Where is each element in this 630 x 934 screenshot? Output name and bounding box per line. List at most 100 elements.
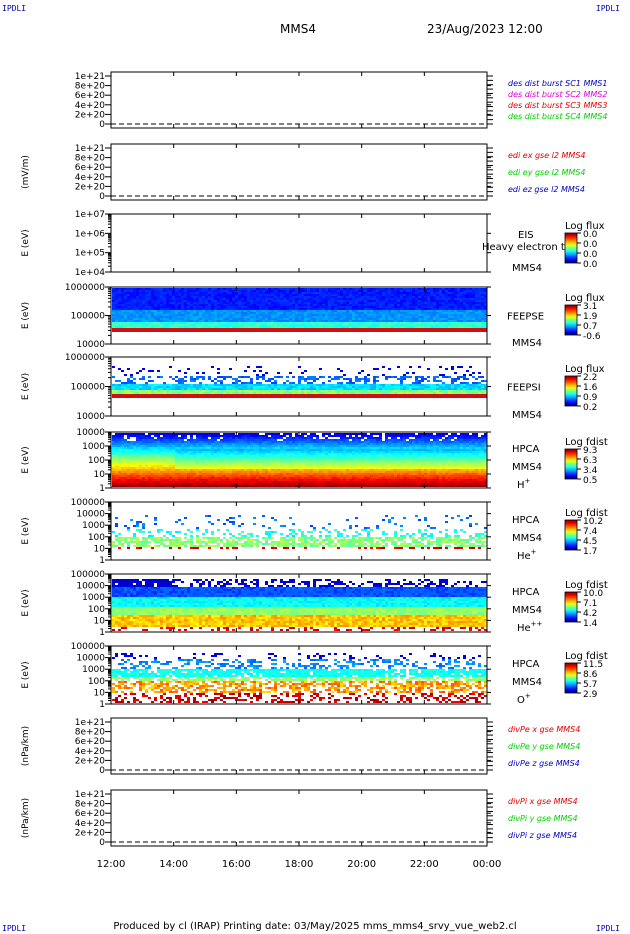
colorbar-tick-label-p7: 10.2 [583, 517, 603, 527]
ylabel-p11: (nPa/km) [21, 798, 31, 838]
ytick-label-p4: 100000 [71, 312, 106, 322]
ytick-label-p6: 10 [94, 470, 106, 480]
ytick-label-p6: 10000 [76, 428, 105, 438]
ytick-label-p1: 1e+21 [75, 72, 105, 82]
colorbar-tick-label-p9: 5.7 [583, 680, 597, 690]
colorbar-tick-label-p7: 7.4 [583, 527, 598, 537]
ytick-label-p10: 0 [99, 766, 105, 776]
spacecraft-label-p9: MMS4 [512, 677, 542, 688]
spectrogram-cells-p9 [112, 653, 487, 703]
legend-p1: des dist burst SC4 MMS4 [508, 112, 607, 121]
colorbar-tick-label-p8: 4.2 [583, 609, 597, 619]
colorbar-tick-label-p7: 1.7 [583, 547, 597, 557]
xtick-label: 18:00 [285, 859, 314, 870]
instrument-label-p6: HPCA [512, 444, 540, 455]
ytick-label-p1: 6e+20 [75, 91, 106, 101]
panel-p3: 1e+07 1e+06 1e+05 1e+04 E (eV) EIS MMS4 Heavy e… [21, 210, 605, 278]
ytick-label-p9: 1 [99, 700, 105, 710]
corner-label-top-right: IPDLI [595, 4, 620, 13]
colorbar-tick-label-p4: 3.1 [583, 302, 597, 312]
ylabel-p3: E (eV) [21, 229, 31, 256]
legend-p2: edi ex gse l2 MMS4 [508, 151, 586, 160]
instrument-label-p5: FEEPSI [507, 383, 541, 394]
colorbar-p7 [564, 519, 578, 551]
colorbar-p6 [564, 448, 578, 480]
colorbar-tick-label-p6: 6.3 [583, 456, 597, 466]
colorbar-tick-label-p5: 0.2 [583, 403, 597, 413]
corner-label-bottom-left: IPDLI [2, 924, 27, 933]
xtick-label: 20:00 [347, 859, 376, 870]
legend-p11: divPi y gse MMS4 [508, 814, 578, 823]
ytick-label-p9: 100000 [71, 642, 106, 652]
colorbar-title-p5: Log flux [565, 364, 605, 375]
colorbar-tick-label-p6: 3.4 [583, 466, 598, 476]
ytick-label-p1: 2e+20 [75, 110, 106, 120]
species-label-p7: He+ [517, 548, 537, 562]
spacecraft-label-p6: MMS4 [512, 462, 542, 473]
panel-p5: 1000000 100000 10000 E (eV) FEEPSI MMS4 Log fl… [21, 353, 605, 422]
spectrogram-cells-p8 [112, 579, 487, 631]
colorbar-title-p7: Log fdist [565, 508, 608, 519]
species-label-p6: H+ [517, 477, 531, 491]
colorbar-tick-label-p5: 1.6 [583, 383, 598, 393]
spectrogram-cells-p6 [112, 433, 487, 487]
ytick-label-p9: 100 [88, 677, 105, 687]
colorbar-tick-label-p5: 2.2 [583, 373, 597, 383]
colorbar-tick-label-p8: 10.0 [583, 589, 603, 599]
legend-p2: edi ez gse l2 MMS4 [508, 185, 585, 194]
colorbar-tick-label-p4: 1.9 [583, 312, 598, 322]
ytick-label-p9: 10000 [76, 654, 105, 664]
colorbar-title-p4: Log flux [565, 293, 605, 304]
ytick-label-p7: 1 [99, 556, 105, 566]
legend-p10: divPe y gse MMS4 [508, 742, 580, 751]
colorbar-tick-label-p7: 4.5 [583, 537, 597, 547]
colorbar-p5 [564, 375, 578, 407]
ytick-label-p7: 10000 [76, 510, 105, 520]
xtick-label: 12:00 [97, 859, 126, 870]
ytick-label-p5: 100000 [71, 383, 106, 393]
ytick-label-p11: 0 [99, 838, 105, 848]
frame-p10 [110, 717, 488, 775]
instrument-label-p7: HPCA [512, 515, 540, 526]
colorbar-tick-label-p4: 0.7 [583, 322, 597, 332]
colorbar-p8 [564, 591, 578, 623]
ytick-label-p9: 1000 [82, 665, 105, 675]
legend-p1: des dist burst SC3 MMS3 [508, 101, 607, 110]
ytick-label-p9: 10 [94, 688, 106, 698]
ytick-label-p7: 100000 [71, 498, 106, 508]
colorbar-tick-label-p8: 1.4 [583, 619, 598, 629]
legend-p1: des dist burst SC1 MMS1 [508, 79, 607, 88]
ytick-label-p11: 2e+20 [75, 828, 106, 838]
spacecraft-label-p4: MMS4 [512, 338, 542, 349]
spacecraft-label-p7: MMS4 [512, 533, 542, 544]
ytick-label-p8: 1 [99, 628, 105, 638]
colorbar-title-p6: Log fdist [565, 437, 608, 448]
overlay-label-p3: Heavy electron tof [482, 242, 575, 253]
ytick-label-p7: 10 [94, 544, 106, 554]
colorbar-p3 [564, 232, 578, 264]
ytick-label-p8: 100 [88, 605, 105, 615]
datetime-title: 23/Aug/2023 12:00 [427, 22, 543, 36]
panel-p6: 10000 1000 100 10 1 E (eV) HPCA MMS4 H+ Log fdist… [21, 428, 608, 494]
spacecraft-label-p3: MMS4 [512, 263, 542, 274]
spacecraft-label-p8: MMS4 [512, 605, 542, 616]
spacecraft-label-p5: MMS4 [512, 410, 542, 421]
ylabel-p9: E (eV) [21, 661, 31, 688]
ylabel-p5: E (eV) [21, 373, 31, 400]
ylabel-p4: E (eV) [21, 302, 31, 329]
instrument-label-p4: FEEPSE [507, 312, 544, 323]
ytick-label-p8: 1000 [82, 593, 105, 603]
xtick-label: 16:00 [222, 859, 251, 870]
ytick-label-p2: 2e+20 [75, 182, 106, 192]
ylabel-p6: E (eV) [21, 446, 31, 473]
species-label-p9: O+ [517, 692, 531, 706]
ytick-label-p3: 1e+07 [75, 210, 105, 220]
legend-p10: divPe z gse MMS4 [508, 759, 580, 768]
legend-p2: edi ey gse l2 MMS4 [508, 168, 586, 177]
ytick-label-p1: 0 [99, 120, 105, 130]
